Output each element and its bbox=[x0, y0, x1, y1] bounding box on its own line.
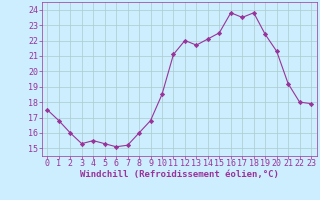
X-axis label: Windchill (Refroidissement éolien,°C): Windchill (Refroidissement éolien,°C) bbox=[80, 170, 279, 179]
